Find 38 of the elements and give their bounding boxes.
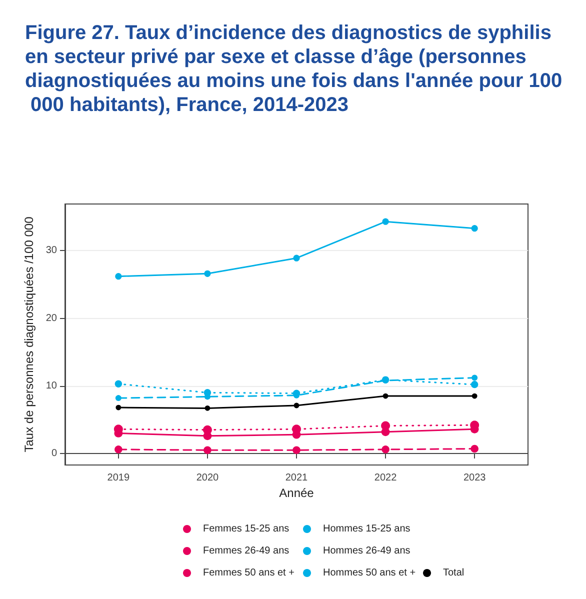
legend-label: Femmes 50 ans et + <box>203 568 295 578</box>
y-axis-title: Taux de personnes diagnostiquées /100 000 <box>22 216 36 452</box>
point <box>293 254 300 262</box>
chart-title: Figure 27. Taux d’incidence des diagnostics de syphilis en secteur privé par sexe et classe d’âge (personnes diagnostiquées au moins une fois dans l'année pour 100 000 habitants), France, 2014-2023 <box>25 22 562 116</box>
point <box>470 444 478 453</box>
point <box>204 406 210 411</box>
point <box>114 380 122 388</box>
point <box>292 446 300 454</box>
point <box>115 395 122 402</box>
y-tick-label: 30 <box>46 245 58 256</box>
legend-label: Hommes 15-25 ans <box>323 524 410 534</box>
x-tick-label: 2020 <box>196 472 220 484</box>
x-tick-label: 2021 <box>285 472 308 484</box>
point <box>114 446 122 454</box>
x-tick-label: 2022 <box>374 472 398 484</box>
y-tick-label: 20 <box>46 312 58 324</box>
legend-label: Total <box>443 568 464 578</box>
point <box>115 273 122 280</box>
point <box>116 404 122 410</box>
y-tick-label: 10 <box>46 380 58 392</box>
legend-label: Hommes 26-49 ans <box>323 546 410 556</box>
point <box>204 446 212 454</box>
point <box>382 446 390 454</box>
point <box>382 393 388 399</box>
point <box>471 225 478 232</box>
x-tick-label: 2019 <box>107 472 130 484</box>
point <box>204 270 211 277</box>
point <box>470 380 478 388</box>
y-tick-label: 0 <box>51 448 58 460</box>
point <box>472 393 478 399</box>
point <box>472 374 478 381</box>
legend-label: Femmes 15-25 ans <box>203 524 290 534</box>
x-axis-title: Année <box>279 486 314 500</box>
point <box>294 402 300 408</box>
point <box>382 218 389 225</box>
x-tick-label: 2023 <box>463 472 486 484</box>
legend-label: Hommes 50 ans et + <box>323 568 416 578</box>
legend-label: Femmes 26-49 ans <box>203 546 290 556</box>
